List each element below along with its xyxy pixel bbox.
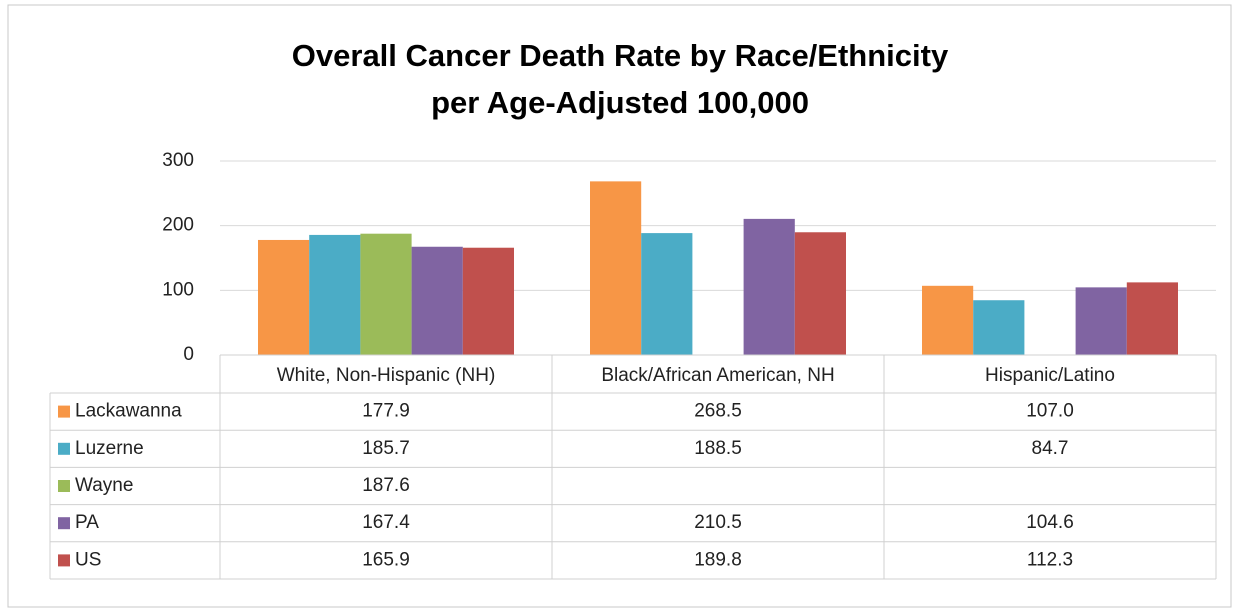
bar xyxy=(462,247,514,355)
table-value: 84.7 xyxy=(1032,438,1069,459)
bar xyxy=(1075,287,1127,355)
legend-key xyxy=(58,517,70,530)
table-value: 177.9 xyxy=(362,401,410,422)
table-value: 167.4 xyxy=(362,512,410,533)
legend-label: PA xyxy=(75,512,99,533)
table-value: 185.7 xyxy=(362,438,410,459)
legend-label: US xyxy=(75,549,101,570)
table-value: 188.5 xyxy=(694,438,742,459)
chart-title: Overall Cancer Death Rate by Race/Ethnic… xyxy=(292,38,949,73)
legend-key xyxy=(58,554,70,567)
table-value: 165.9 xyxy=(362,549,410,570)
legend-label: Luzerne xyxy=(75,438,144,459)
bar xyxy=(590,181,642,355)
legend-key xyxy=(58,480,70,492)
bar xyxy=(309,234,361,355)
bar xyxy=(973,300,1025,355)
bar xyxy=(794,232,846,355)
x-tick-label: Hispanic/Latino xyxy=(985,365,1115,386)
legend-key xyxy=(58,405,70,418)
table-value: 268.5 xyxy=(694,401,742,422)
bar xyxy=(743,218,795,355)
bar xyxy=(360,233,412,355)
chart-title: per Age-Adjusted 100,000 xyxy=(431,85,809,120)
legend-label: Lackawanna xyxy=(75,401,182,422)
bar xyxy=(1126,282,1178,355)
x-tick-label: White, Non-Hispanic (NH) xyxy=(277,365,496,386)
table-value: 112.3 xyxy=(1027,549,1073,570)
y-tick-label: 300 xyxy=(162,150,194,171)
legend-key xyxy=(58,442,70,455)
table-value: 104.6 xyxy=(1026,512,1074,533)
table-value: 210.5 xyxy=(694,512,742,533)
bar xyxy=(258,239,310,355)
bar xyxy=(411,246,463,355)
table-value: 187.6 xyxy=(362,475,410,496)
table-value: 189.8 xyxy=(694,549,742,570)
legend-label: Wayne xyxy=(75,475,133,496)
y-tick-label: 0 xyxy=(183,344,194,365)
y-tick-label: 200 xyxy=(162,215,194,236)
bar xyxy=(922,285,974,355)
table-value: 107.0 xyxy=(1026,401,1074,422)
bar xyxy=(641,233,693,355)
y-tick-label: 100 xyxy=(162,279,194,300)
x-tick-label: Black/African American, NH xyxy=(601,365,834,386)
